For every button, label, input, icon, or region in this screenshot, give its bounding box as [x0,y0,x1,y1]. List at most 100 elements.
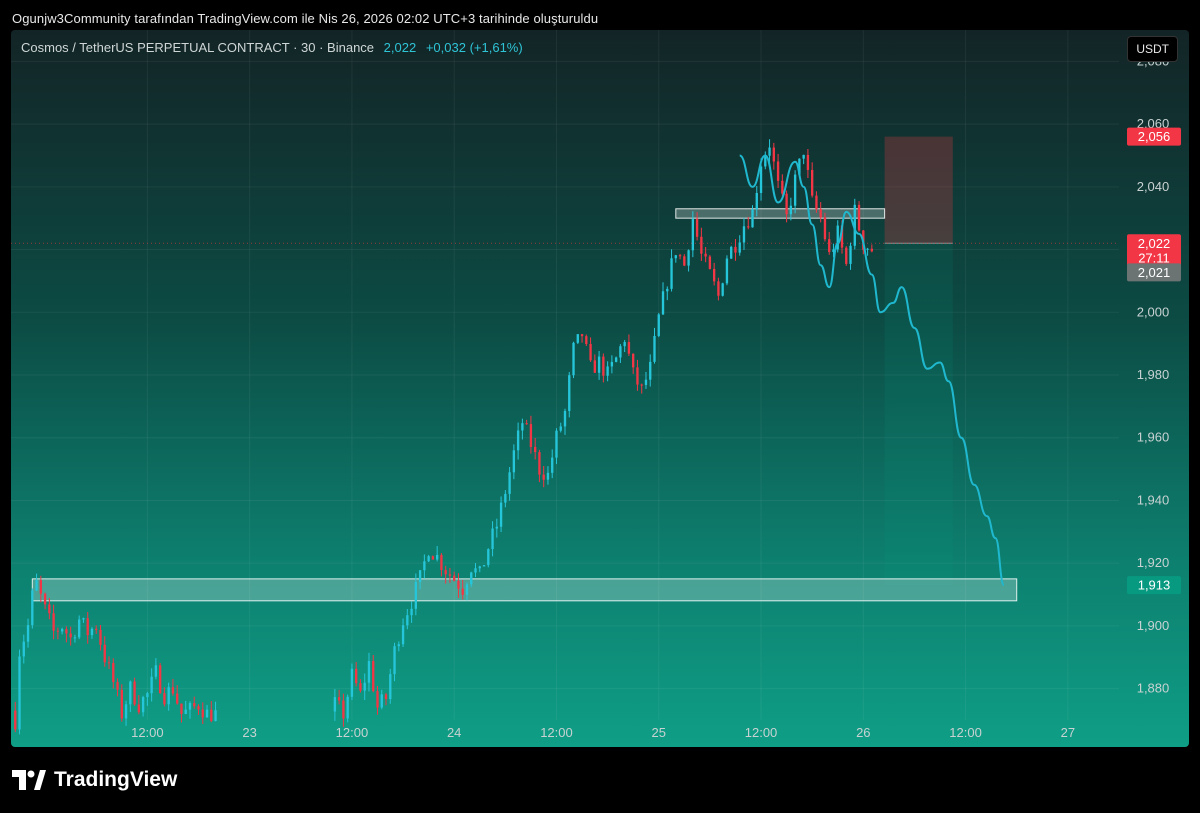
x-axis-tick-label: 12:00 [949,725,982,740]
candle [48,604,51,614]
candle [112,662,115,683]
candle [176,693,179,704]
candle [440,554,443,571]
candle [568,375,571,411]
candle [82,618,85,620]
candle [538,452,541,475]
candle [431,556,435,560]
candle [678,255,682,257]
candle [197,706,200,710]
candle [410,608,413,616]
symbol-title[interactable]: Cosmos / TetherUS PERPETUAL CONTRACT · 3… [21,40,375,55]
candle [683,256,686,266]
candle [695,218,699,237]
candle [158,665,162,694]
candle [542,474,545,480]
candle [22,641,25,657]
candle [453,575,456,581]
candle [491,528,494,550]
candle [65,629,68,634]
chart-attribution: Ogunjw3Community tarafından TradingView.… [12,11,599,26]
candle [95,628,98,630]
candle [406,615,409,626]
chart-panel[interactable]: 1,880 1,900 1,920 1,940 1,960 1,980 2,000 2,040… [11,30,1189,747]
candle [836,225,839,250]
candle [759,166,763,193]
currency-button[interactable]: USDT [1127,36,1178,62]
candle [427,556,430,562]
price-badge-entry [1127,263,1181,282]
candle [470,572,473,585]
candle [214,710,217,722]
candle [116,682,119,690]
candle [597,356,601,373]
candle [90,628,94,636]
tradingview-logo-icon [12,770,46,790]
candle [823,217,827,240]
price-badge-text-current: 2,022 [1138,236,1171,251]
candle [146,693,149,698]
candle [478,566,481,569]
y-axis-tick-label: 2,040 [1137,179,1170,194]
price-chart[interactable]: 1,880 1,900 1,920 1,940 1,960 1,980 2,000 2,040… [11,30,1189,747]
candle [342,700,345,719]
candle [849,245,852,264]
candle [363,682,366,691]
y-axis-tick-label: 1,940 [1137,492,1170,507]
candle [39,580,43,594]
candle [141,697,145,713]
candle [776,161,780,181]
candle [56,630,60,632]
candle [393,646,396,675]
candle [666,288,669,292]
candle [435,554,439,560]
candle [60,629,64,632]
price-badge-countdown: 27:11 [1138,250,1170,265]
candle [103,644,106,663]
candle [623,342,626,347]
candle [551,457,554,473]
candle [708,256,712,269]
x-axis-tick-label: 25 [652,725,666,740]
candle [124,704,128,719]
candle [546,472,550,480]
symbol-legend: Cosmos / TetherUS PERPETUAL CONTRACT · 3… [21,40,523,55]
candle [99,629,102,645]
candle [171,687,175,694]
candle [163,693,166,705]
candle [853,204,856,246]
candle [815,195,818,210]
candle [798,158,801,175]
x-axis-tick-label: 27 [1061,725,1075,740]
brand-name: TradingView [54,768,178,791]
candle [499,502,503,527]
candle [828,239,831,252]
x-axis-tick-label: 12:00 [745,725,778,740]
candle [389,674,392,700]
candle [120,689,123,719]
candle [533,446,537,453]
candle [150,676,153,694]
tradingview-logo: TradingView [12,768,177,792]
candle [657,314,660,336]
candle [448,574,452,576]
candle [725,258,729,284]
price-badge-target [1127,576,1181,595]
y-axis-tick-label: 2,000 [1137,304,1170,319]
candle [555,430,558,458]
candle [86,618,89,636]
candle [465,584,469,595]
candle [751,209,754,228]
x-axis-tick-label: 12:00 [540,725,573,740]
candle [201,709,204,718]
candle [474,568,477,573]
candle [384,694,388,700]
candle [589,343,592,361]
candle [653,335,656,362]
candle [802,154,805,159]
candle [636,367,639,385]
candle [73,637,77,639]
candle [772,147,775,162]
candle [337,697,341,701]
candle [26,625,30,642]
